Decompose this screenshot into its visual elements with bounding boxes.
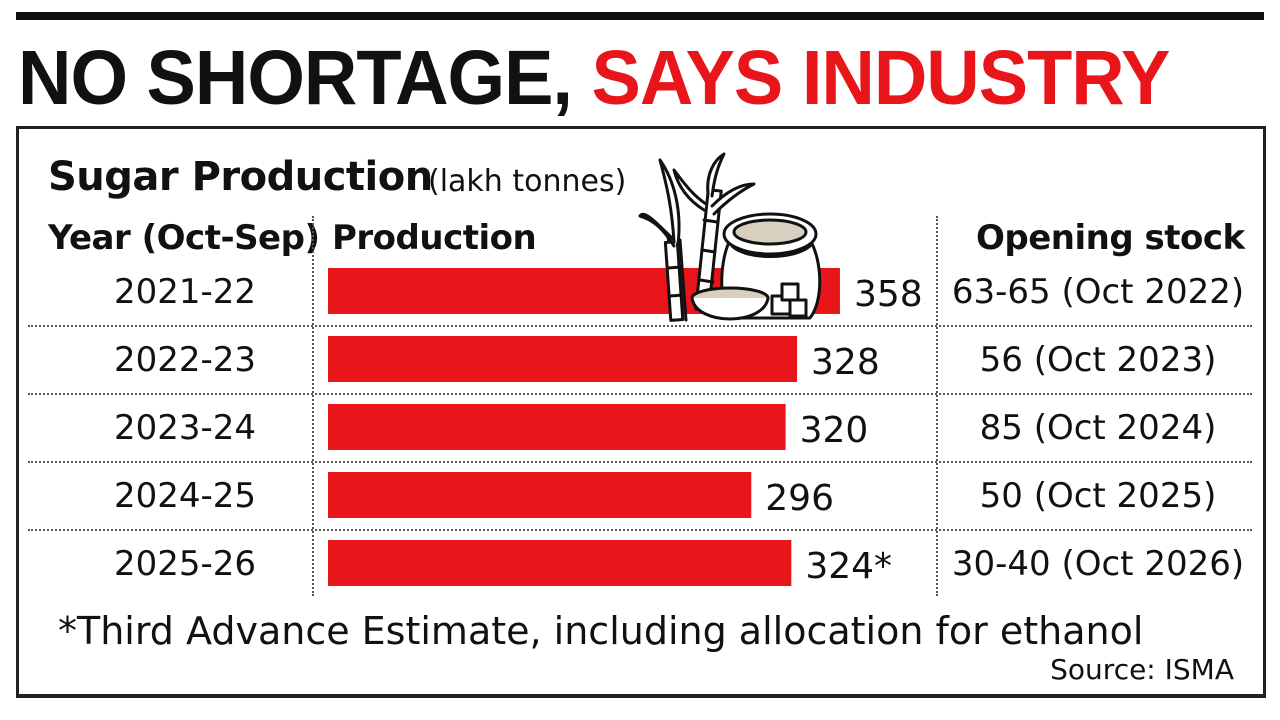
column-divider [312, 216, 314, 596]
row-divider [28, 461, 1252, 463]
chart-units: (lakh tonnes) [428, 164, 627, 199]
top-rule [16, 12, 1264, 20]
year-label: 2025-26 [114, 544, 257, 584]
year-label: 2021-22 [114, 272, 257, 312]
headline-black: NO SHORTAGE, [18, 34, 573, 121]
column-header-opening-stock: Opening stock [976, 218, 1245, 258]
chart-panel [16, 126, 1266, 698]
column-header-year: Year (Oct-Sep) [48, 218, 320, 258]
year-label: 2023-24 [114, 408, 257, 448]
production-value-label: 324* [805, 546, 892, 587]
chart-title: Sugar Production [48, 154, 433, 200]
headline: NO SHORTAGE, SAYS INDUSTRY [18, 30, 1262, 126]
year-label: 2024-25 [114, 476, 257, 516]
production-bar-2025-26 [328, 540, 792, 586]
production-bar-2024-25 [328, 472, 752, 518]
production-value-label: 358 [854, 274, 923, 315]
production-value-label: 320 [800, 410, 869, 451]
column-divider [936, 216, 938, 596]
opening-stock-label: 63-65 (Oct 2022) [951, 272, 1245, 312]
opening-stock-label: 50 (Oct 2025) [979, 476, 1217, 516]
row-divider [28, 325, 1252, 327]
production-bar-2023-24 [328, 404, 786, 450]
production-value-label: 296 [765, 478, 834, 519]
headline-red: SAYS INDUSTRY [591, 34, 1171, 121]
year-label: 2022-23 [114, 340, 257, 380]
row-divider [28, 529, 1252, 531]
row-divider [28, 393, 1252, 395]
column-header-production: Production [332, 218, 537, 258]
sugarcane-and-sugar-sack-icon [638, 152, 822, 322]
production-bar-2022-23 [328, 336, 798, 382]
source-credit: Source: ISMA [1050, 653, 1234, 686]
production-value-label: 328 [811, 342, 880, 383]
footnote: *Third Advance Estimate, including alloc… [58, 609, 1144, 653]
opening-stock-label: 85 (Oct 2024) [979, 408, 1217, 448]
opening-stock-label: 56 (Oct 2023) [979, 340, 1217, 380]
opening-stock-label: 30-40 (Oct 2026) [951, 544, 1245, 584]
